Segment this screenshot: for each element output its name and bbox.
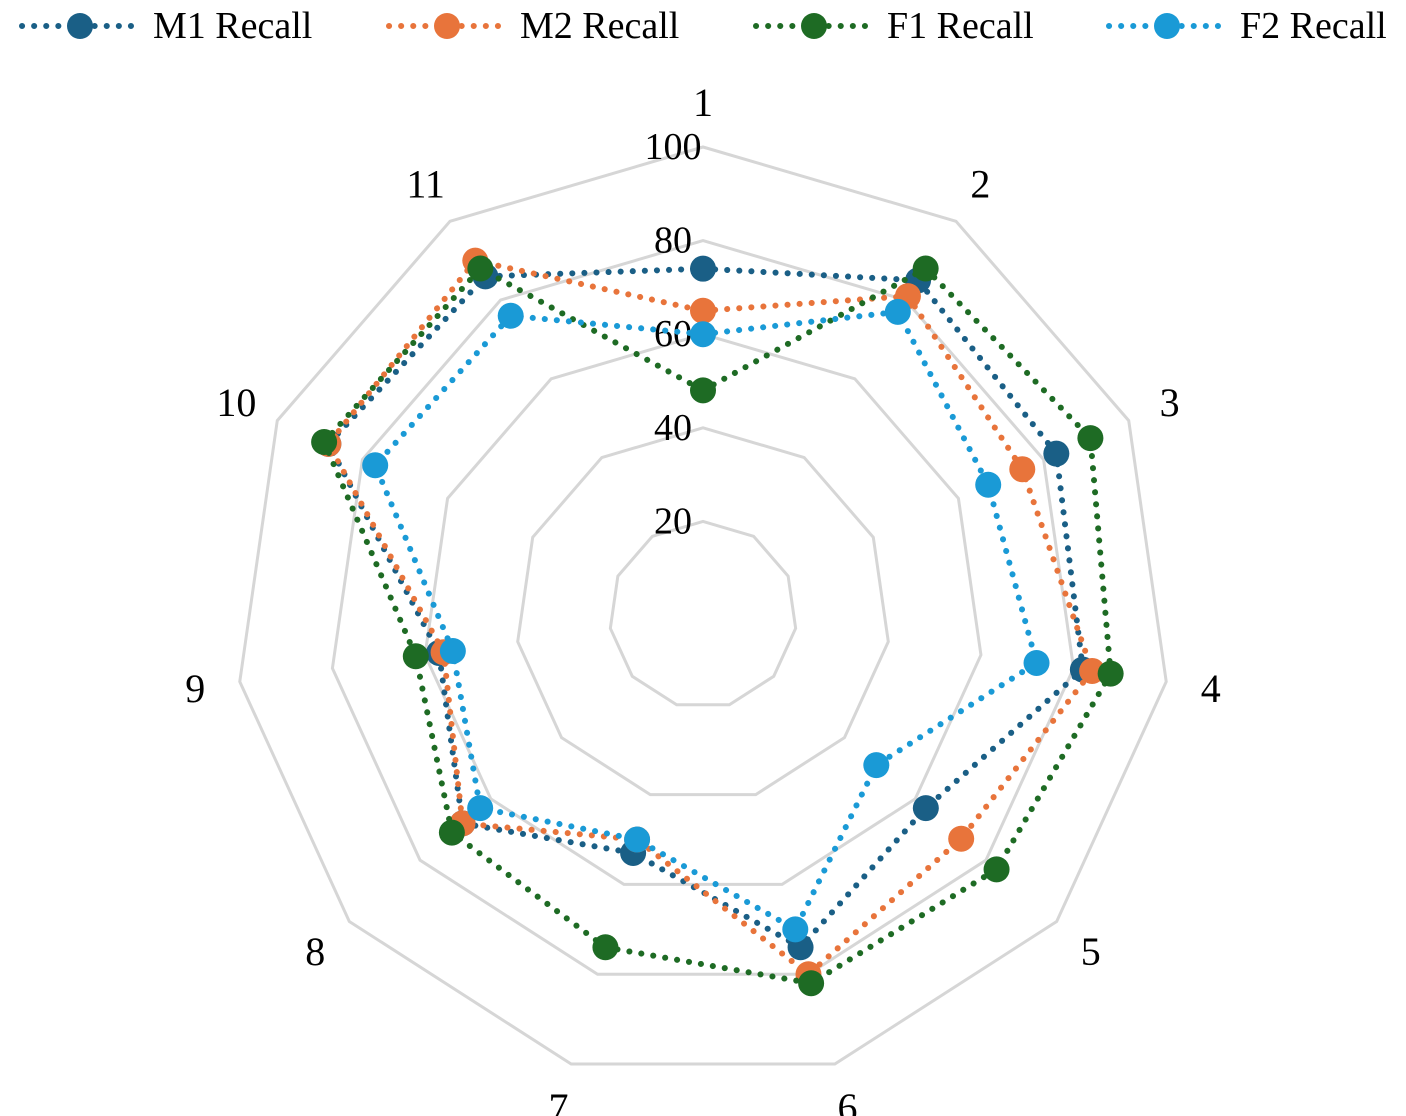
category-label: 10 [216,380,256,425]
data-point [362,452,389,479]
grid-ring-60 [423,332,983,886]
data-point [782,916,809,943]
legend-label-f1: F1 Recall [887,5,1034,47]
chart-legend: M1 Recall M2 Recall F1 Recall F2 Recall [0,0,1406,56]
grid-ring-40 [516,426,890,797]
legend-item-f1-recall: F1 Recall [752,4,1034,48]
category-label: 3 [1160,380,1180,425]
radial-tick-label: 100 [645,126,702,168]
legend-swatch-f1 [753,13,876,39]
data-point [798,970,825,997]
category-label: 6 [838,1085,858,1116]
grid-ring-20 [608,519,798,707]
data-point [912,255,939,282]
category-label: 9 [185,666,205,711]
data-point [1023,649,1050,676]
radial-tick-label: 40 [654,407,692,449]
data-point [402,643,429,670]
data-point [467,255,494,282]
data-point [1077,425,1104,452]
data-point [983,856,1010,883]
data-point [690,297,716,324]
data-point [1097,660,1124,687]
series-line [320,264,1114,987]
data-point [884,298,911,325]
category-label: 4 [1201,666,1221,711]
series-line [371,308,1041,934]
grid-ring-100 [238,145,1168,1066]
radial-tick-label: 80 [654,220,692,262]
legend-label-m1: M1 Recall [153,5,313,47]
data-point [624,826,651,853]
legend-item-m2-recall: M2 Recall [385,4,679,48]
data-point [592,934,619,961]
radial-tick-label: 60 [654,313,692,355]
data-point [975,471,1002,498]
data-point [497,302,524,329]
grid-ring-80 [330,239,1076,976]
data-point [438,819,465,846]
legend-label-m2: M2 Recall [520,5,680,47]
data-point [1043,440,1070,467]
data-point [690,255,716,282]
data-point [467,795,494,822]
data-point [690,321,716,348]
category-label: 1 [693,80,713,125]
data-point [912,795,939,822]
legend-swatch-m1 [19,13,142,39]
radial-tick-label: 20 [654,500,692,542]
category-label: 8 [305,929,325,974]
legend-swatch-m2 [386,13,509,39]
category-label: 2 [970,161,990,206]
legend-item-m1-recall: M1 Recall [18,4,312,48]
category-label: 5 [1081,929,1101,974]
data-point [863,752,890,779]
data-point [690,377,716,404]
data-point [948,825,975,852]
legend-item-f2-recall: F2 Recall [1105,4,1387,48]
legend-swatch-f2 [1106,13,1229,39]
data-point [1009,456,1036,483]
category-label: 7 [548,1085,568,1116]
category-label: 11 [406,161,445,206]
legend-label-f2: F2 Recall [1240,5,1387,47]
data-point [311,428,338,455]
data-point [439,637,466,664]
series-line [324,257,1096,979]
